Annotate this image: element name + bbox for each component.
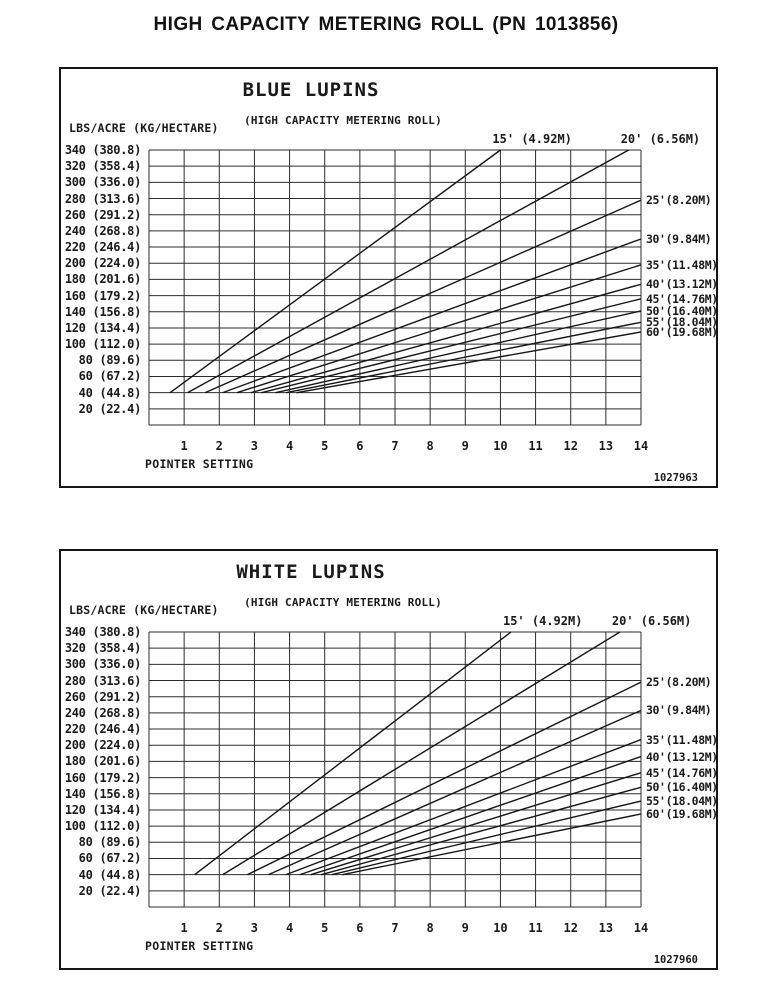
y-tick-label: 140 (156.8) — [64, 786, 141, 801]
chart-blue-lupins: BLUE LUPINS (HIGH CAPACITY METERING ROLL… — [59, 67, 718, 488]
y-tick-label: 160 (179.2) — [64, 288, 141, 303]
series-label: 15' (4.92M) — [502, 614, 583, 628]
y-axis-unit-label: LBS/ACRE (KG/HECTARE) — [69, 121, 219, 135]
y-tick-label: 20 (22.4) — [78, 401, 142, 416]
y-tick-label: 260 (291.2) — [64, 689, 141, 704]
x-axis-label: POINTER SETTING — [145, 939, 254, 953]
x-tick-label: 11 — [528, 921, 543, 935]
series-label: 55'(18.04M) — [646, 315, 718, 330]
y-tick-label: 80 (89.6) — [78, 353, 142, 368]
y-tick-label: 160 (179.2) — [64, 770, 141, 785]
series-label: 25'(8.20M) — [646, 193, 712, 208]
y-tick-label: 260 (291.2) — [64, 207, 141, 222]
x-tick-label: 10 — [493, 439, 508, 453]
y-tick-label: 80 (89.6) — [78, 835, 142, 850]
x-tick-label: 14 — [633, 921, 649, 935]
x-tick-label: 14 — [633, 439, 649, 453]
series-label: 40'(13.12M) — [646, 749, 718, 764]
series-label: 15' (4.92M) — [492, 132, 572, 146]
y-tick-label: 180 (201.6) — [64, 272, 141, 287]
series-label: 35'(11.48M) — [646, 257, 718, 272]
series-label: 50'(16.40M) — [646, 780, 718, 795]
x-tick-label: 8 — [426, 921, 434, 935]
y-tick-label: 40 (44.8) — [78, 385, 142, 400]
series-label: 60'(19.68M) — [646, 806, 718, 821]
series-label: 30'(9.84M) — [646, 703, 712, 718]
chart-title: WHITE LUPINS — [236, 561, 386, 583]
y-tick-label: 140 (156.8) — [64, 304, 141, 319]
series-label: 35'(11.48M) — [646, 732, 718, 747]
x-tick-label: 4 — [285, 439, 294, 453]
series-label: 60'(19.68M) — [646, 324, 718, 339]
x-tick-label: 12 — [563, 439, 578, 453]
y-tick-label: 240 (268.8) — [64, 223, 141, 238]
x-tick-label: 4 — [285, 921, 294, 935]
y-tick-label: 220 (246.4) — [64, 722, 141, 737]
x-tick-label: 13 — [598, 921, 614, 935]
x-tick-label: 6 — [356, 439, 364, 453]
chart-title: BLUE LUPINS — [242, 79, 380, 101]
series-label: 20' (6.56M) — [611, 614, 692, 628]
y-tick-label: 60 (67.2) — [78, 369, 142, 384]
x-tick-label: 7 — [391, 921, 399, 935]
x-tick-label: 11 — [528, 439, 543, 453]
x-tick-label: 7 — [391, 439, 399, 453]
x-tick-label: 6 — [356, 921, 364, 935]
y-tick-label: 300 (336.0) — [64, 175, 141, 190]
y-tick-label: 200 (224.0) — [64, 256, 141, 271]
series-label: 40'(13.12M) — [646, 277, 718, 292]
chart-subtitle: (HIGH CAPACITY METERING ROLL) — [244, 596, 442, 609]
page-title: HIGH CAPACITY METERING ROLL (PN 1013856) — [153, 14, 619, 35]
y-tick-label: 280 (313.6) — [64, 673, 141, 688]
y-tick-label: 220 (246.4) — [64, 240, 141, 255]
y-tick-label: 320 (358.4) — [64, 159, 141, 174]
y-tick-label: 340 (380.8) — [64, 143, 141, 157]
y-tick-label: 340 (380.8) — [64, 625, 141, 639]
series-label: 45'(14.76M) — [646, 765, 718, 780]
x-axis-label: POINTER SETTING — [145, 457, 254, 471]
y-tick-label: 240 (268.8) — [64, 705, 141, 720]
x-tick-label: 1 — [180, 921, 188, 935]
chart-white-lupins: WHITE LUPINS (HIGH CAPACITY METERING ROL… — [59, 549, 718, 970]
series-label: 20' (6.56M) — [620, 132, 701, 146]
y-tick-label: 320 (358.4) — [64, 641, 141, 656]
y-tick-label: 280 (313.6) — [64, 191, 141, 206]
y-tick-label: 120 (134.4) — [64, 320, 141, 335]
x-tick-label: 8 — [426, 439, 434, 453]
x-tick-label: 5 — [321, 921, 329, 935]
y-tick-label: 100 (112.0) — [64, 337, 141, 352]
x-tick-label: 10 — [493, 921, 508, 935]
series-label: 50'(16.40M) — [646, 303, 718, 318]
chart-plot-area — [148, 631, 642, 908]
series-label: 25'(8.20M) — [646, 675, 712, 690]
x-tick-label: 13 — [598, 439, 614, 453]
x-tick-label: 1 — [180, 439, 188, 453]
series-label: 55'(18.04M) — [646, 794, 718, 809]
series-label: 45'(14.76M) — [646, 291, 718, 306]
x-tick-label: 5 — [321, 439, 329, 453]
y-tick-label: 300 (336.0) — [64, 657, 141, 672]
y-axis-unit-label: LBS/ACRE (KG/HECTARE) — [69, 603, 219, 617]
x-tick-label: 9 — [461, 921, 469, 935]
y-tick-label: 20 (22.4) — [78, 883, 142, 898]
x-tick-label: 2 — [215, 921, 223, 935]
y-tick-label: 60 (67.2) — [78, 851, 142, 866]
y-tick-label: 100 (112.0) — [64, 819, 141, 834]
figure-number: 1027960 — [653, 954, 698, 966]
chart-plot-area — [148, 149, 642, 426]
x-tick-label: 9 — [461, 439, 469, 453]
y-tick-label: 200 (224.0) — [64, 738, 141, 753]
chart-subtitle: (HIGH CAPACITY METERING ROLL) — [244, 114, 442, 127]
x-tick-label: 3 — [250, 921, 259, 935]
figure-number: 1027963 — [653, 472, 698, 484]
y-tick-label: 180 (201.6) — [64, 754, 141, 769]
x-tick-label: 2 — [215, 439, 223, 453]
y-tick-label: 120 (134.4) — [64, 802, 141, 817]
x-tick-label: 12 — [563, 921, 578, 935]
series-label: 30'(9.84M) — [646, 231, 712, 246]
x-tick-label: 3 — [250, 439, 259, 453]
y-tick-label: 40 (44.8) — [78, 867, 142, 882]
